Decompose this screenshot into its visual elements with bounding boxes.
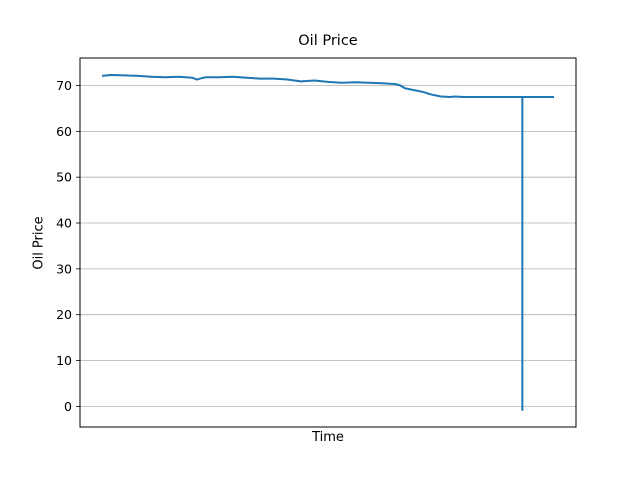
x-axis-label: Time: [312, 430, 344, 445]
y-axis-ticks: 0 10 20 30 40 50 60 70: [56, 78, 80, 414]
y-tick-label: 0: [64, 399, 72, 414]
y-tick-label: 50: [56, 170, 72, 185]
series-line-0: [101, 73, 554, 412]
y-tick-label: 20: [56, 307, 72, 322]
y-tick-label: 40: [56, 216, 72, 231]
y-axis-label: Oil Price: [31, 216, 47, 270]
y-tick-label: 10: [56, 353, 72, 368]
gridlines: [80, 85, 576, 407]
plot-frame: [79, 57, 577, 428]
y-tick-label: 30: [56, 261, 72, 276]
series-layer: [101, 73, 554, 412]
y-tick-label: 60: [56, 124, 72, 139]
y-tick-label: 70: [56, 78, 72, 93]
chart-title: Oil Price: [298, 33, 358, 49]
